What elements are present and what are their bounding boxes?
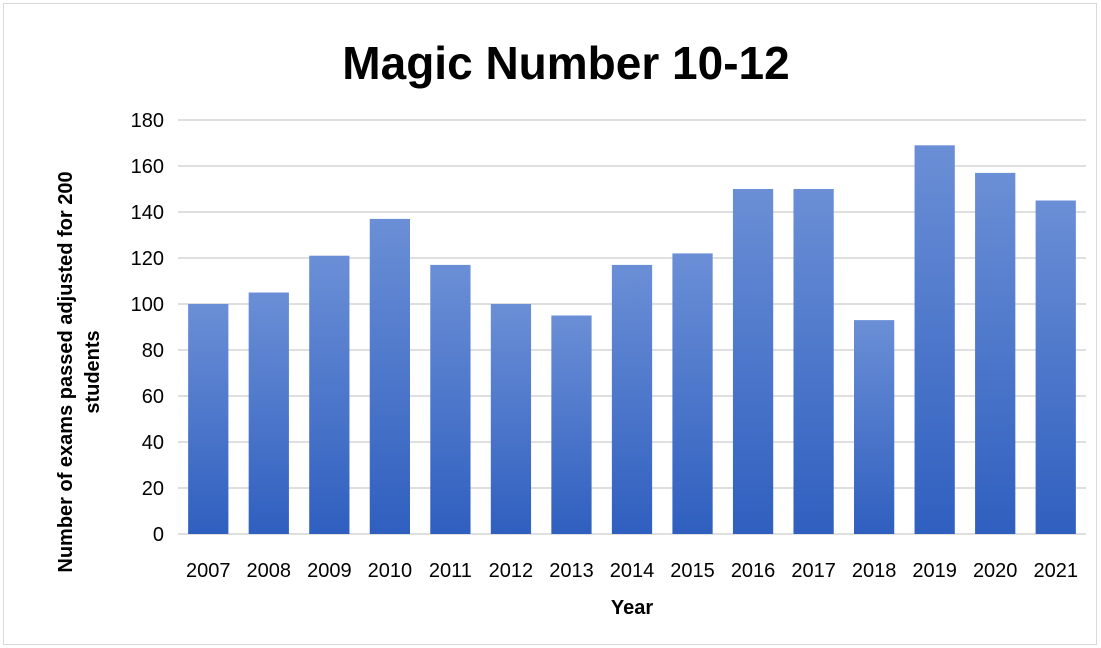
x-tick-label: 2021 (1033, 560, 1078, 582)
x-tick-label: 2020 (973, 560, 1018, 582)
bar-2013 (551, 315, 592, 534)
y-tick-label: 80 (142, 340, 164, 362)
y-tick-label: 0 (153, 524, 164, 546)
bars (188, 145, 1076, 535)
y-axis-label-line-1: Number of exams passed adjusted for 200 (55, 171, 77, 572)
x-tick-label: 2007 (186, 560, 231, 582)
x-tick-label: 2010 (368, 560, 413, 582)
x-axis-label: Year (611, 597, 653, 619)
bar-2018 (854, 320, 895, 534)
bar-2016 (732, 189, 774, 534)
bar-2010 (369, 218, 410, 534)
x-tick-label: 2014 (610, 560, 655, 582)
y-tick-label: 120 (131, 248, 164, 270)
bar-2008 (248, 292, 289, 534)
y-tick-label: 60 (142, 386, 164, 408)
bar-2017 (793, 189, 834, 534)
chart-title: Magic Number 10-12 (342, 37, 789, 89)
x-tick-label: 2012 (489, 560, 534, 582)
bar-2007 (188, 304, 229, 534)
x-tick-label: 2017 (791, 560, 836, 582)
x-axis-ticks: 2007 2008 2009 2010 2011 2012 2013 2014 2015 2016… (186, 560, 1078, 582)
y-tick-label: 20 (142, 478, 164, 500)
y-tick-label: 40 (142, 432, 164, 454)
x-tick-label: 2013 (549, 560, 594, 582)
bar-2021 (1035, 200, 1076, 534)
bar-2015 (672, 253, 713, 534)
x-tick-label: 2008 (247, 560, 292, 582)
y-tick-label: 140 (131, 202, 164, 224)
x-tick-label: 2016 (731, 560, 776, 582)
y-axis-ticks: 0 20 40 60 80 100 120 140 160 180 (131, 110, 164, 546)
bar-2009 (309, 255, 350, 534)
x-tick-label: 2015 (670, 560, 715, 582)
y-tick-label: 180 (131, 110, 164, 132)
bar-2014 (611, 264, 653, 534)
bar-2020 (975, 172, 1016, 534)
y-tick-label: 100 (131, 294, 164, 316)
x-tick-label: 2009 (307, 560, 352, 582)
x-tick-label: 2019 (912, 560, 957, 582)
y-axis-label-line-2: students (82, 330, 104, 413)
bar-2019 (914, 145, 955, 535)
y-axis-label: Number of exams passed adjusted for 200 … (55, 171, 104, 572)
x-tick-label: 2011 (429, 560, 472, 582)
y-tick-label: 160 (131, 156, 164, 178)
bar-2012 (490, 304, 532, 534)
bar-2011 (430, 264, 471, 534)
x-tick-label: 2018 (852, 560, 897, 582)
